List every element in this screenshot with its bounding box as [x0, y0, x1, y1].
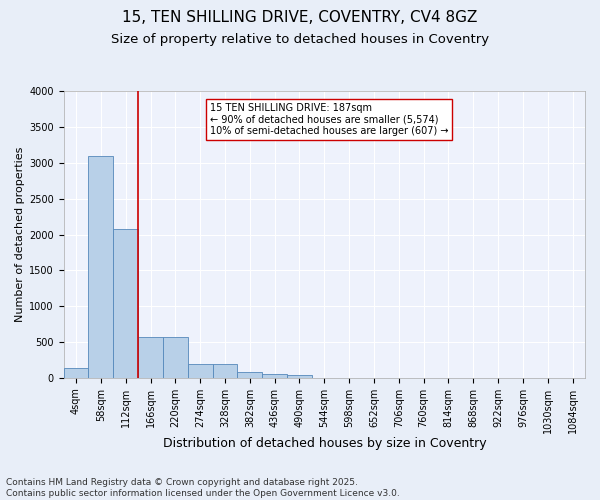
X-axis label: Distribution of detached houses by size in Coventry: Distribution of detached houses by size …	[163, 437, 486, 450]
Bar	[212, 364, 238, 378]
Y-axis label: Number of detached properties: Number of detached properties	[15, 147, 25, 322]
Bar	[138, 336, 163, 378]
Text: Size of property relative to detached houses in Coventry: Size of property relative to detached ho…	[111, 32, 489, 46]
Bar	[88, 156, 113, 378]
Bar	[113, 229, 138, 378]
Text: 15 TEN SHILLING DRIVE: 187sqm
← 90% of detached houses are smaller (5,574)
10% o: 15 TEN SHILLING DRIVE: 187sqm ← 90% of d…	[209, 103, 448, 136]
Bar	[188, 364, 212, 378]
Text: Contains HM Land Registry data © Crown copyright and database right 2025.
Contai: Contains HM Land Registry data © Crown c…	[6, 478, 400, 498]
Bar	[163, 336, 188, 378]
Bar	[238, 372, 262, 378]
Text: 15, TEN SHILLING DRIVE, COVENTRY, CV4 8GZ: 15, TEN SHILLING DRIVE, COVENTRY, CV4 8G…	[122, 10, 478, 25]
Bar	[262, 374, 287, 378]
Bar	[64, 368, 88, 378]
Bar	[287, 374, 312, 378]
